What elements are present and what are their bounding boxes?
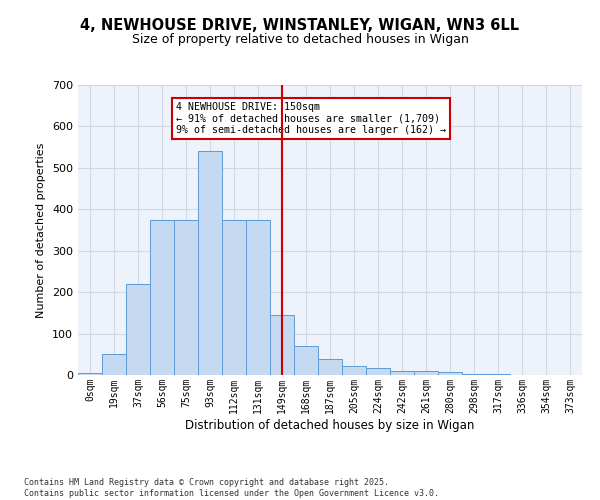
- Bar: [438, 372, 462, 375]
- Bar: [486, 374, 510, 375]
- Bar: [390, 371, 414, 375]
- Bar: [462, 374, 486, 375]
- Bar: [78, 373, 102, 375]
- Bar: [222, 220, 246, 375]
- X-axis label: Distribution of detached houses by size in Wigan: Distribution of detached houses by size …: [185, 418, 475, 432]
- Text: 4 NEWHOUSE DRIVE: 150sqm
← 91% of detached houses are smaller (1,709)
9% of semi: 4 NEWHOUSE DRIVE: 150sqm ← 91% of detach…: [176, 102, 446, 135]
- Bar: [102, 354, 126, 375]
- Bar: [126, 284, 150, 375]
- Text: Contains HM Land Registry data © Crown copyright and database right 2025.
Contai: Contains HM Land Registry data © Crown c…: [24, 478, 439, 498]
- Text: 4, NEWHOUSE DRIVE, WINSTANLEY, WIGAN, WN3 6LL: 4, NEWHOUSE DRIVE, WINSTANLEY, WIGAN, WN…: [80, 18, 520, 32]
- Bar: [414, 371, 438, 375]
- Bar: [198, 152, 222, 375]
- Bar: [342, 366, 366, 375]
- Bar: [366, 368, 390, 375]
- Bar: [270, 315, 294, 375]
- Bar: [174, 220, 198, 375]
- Y-axis label: Number of detached properties: Number of detached properties: [37, 142, 46, 318]
- Bar: [318, 360, 342, 375]
- Bar: [246, 220, 270, 375]
- Text: Size of property relative to detached houses in Wigan: Size of property relative to detached ho…: [131, 32, 469, 46]
- Bar: [294, 346, 318, 375]
- Bar: [150, 220, 174, 375]
